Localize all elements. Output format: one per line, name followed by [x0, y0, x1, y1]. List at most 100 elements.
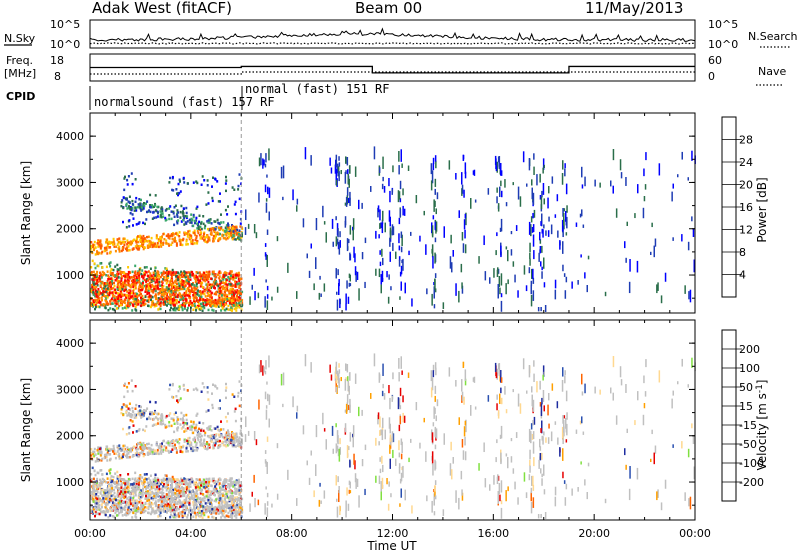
power-point [197, 227, 200, 230]
power-point [238, 233, 240, 236]
velocity-point [195, 442, 198, 445]
power-point [195, 297, 198, 300]
power-point [188, 301, 191, 305]
power-point [156, 278, 158, 282]
velocity-point [219, 434, 222, 437]
velocity-point [122, 507, 125, 511]
velocity-point [171, 506, 174, 510]
power-point [624, 241, 626, 249]
velocity-point [209, 490, 212, 494]
power-point [157, 271, 160, 275]
velocity-point [125, 490, 128, 494]
velocity-point [151, 412, 154, 416]
power-point [124, 284, 127, 287]
velocity-point [224, 505, 227, 509]
power-point [144, 295, 147, 298]
power-point [292, 189, 294, 201]
power-point [137, 270, 140, 273]
power-point [225, 234, 228, 237]
power-point [94, 253, 97, 256]
power-point [143, 266, 146, 269]
power-point [222, 278, 225, 281]
velocity-point [165, 480, 168, 483]
power-point [124, 293, 127, 297]
power-point [207, 292, 210, 295]
power-point [426, 288, 428, 295]
velocity-point [117, 448, 120, 451]
power-point [203, 306, 206, 310]
velocity-point [160, 445, 163, 448]
freq-scale-top: 18 [50, 54, 64, 67]
velocity-point [138, 498, 141, 501]
velocity-point [134, 407, 137, 410]
power-point [151, 301, 154, 304]
power-point [241, 232, 243, 235]
power-point [172, 307, 175, 311]
velocity-point [110, 498, 113, 502]
velocity-point [167, 483, 170, 487]
velocity-point [195, 506, 198, 509]
velocity-point [172, 508, 175, 511]
power-point [148, 294, 151, 297]
power-point [185, 301, 188, 304]
power-point [564, 168, 566, 177]
power-point [119, 270, 122, 273]
power-point [167, 290, 170, 294]
power-point [526, 183, 528, 187]
velocity-point [117, 479, 120, 483]
velocity-point [238, 505, 241, 509]
velocity-point [153, 450, 156, 453]
velocity-point [104, 505, 107, 509]
velocity-point [135, 448, 138, 451]
power-point [159, 275, 162, 279]
velocity-point [168, 388, 171, 391]
power-point [131, 309, 134, 312]
power-point [137, 248, 140, 251]
power-point [207, 271, 210, 274]
power-point [107, 308, 110, 312]
power-point [221, 307, 224, 310]
power-point [201, 290, 204, 293]
velocity-point [200, 438, 203, 441]
power-point [177, 275, 180, 279]
power-point [177, 193, 179, 197]
power-point [129, 241, 132, 244]
power-point [177, 271, 180, 275]
velocity-point [135, 510, 138, 514]
power-point [610, 180, 612, 187]
velocity-point [194, 486, 197, 489]
power-point [206, 240, 209, 243]
velocity-point [214, 439, 217, 442]
power-point [127, 248, 130, 252]
power-point [221, 297, 224, 300]
power-point [152, 271, 155, 274]
power-point [264, 252, 267, 257]
velocity-point [94, 494, 97, 497]
power-point [133, 284, 136, 287]
power-point [203, 279, 206, 282]
velocity-point [137, 510, 140, 513]
power-point [180, 298, 183, 301]
power-point [144, 278, 146, 282]
power-point [229, 283, 232, 286]
power-point [190, 213, 193, 216]
power-point [389, 216, 391, 227]
power-point [96, 279, 99, 282]
power-point [114, 301, 117, 305]
power-point [203, 239, 206, 242]
velocity-point [204, 508, 207, 511]
power-point [165, 268, 168, 272]
power-point [182, 281, 185, 285]
power-point [181, 272, 184, 275]
power-point [103, 249, 106, 253]
velocity-point [203, 433, 206, 437]
power-point [122, 293, 124, 297]
velocity-point [179, 450, 182, 453]
power-point [162, 284, 165, 288]
power-point [180, 305, 183, 309]
power-point [338, 279, 340, 287]
power-point [190, 240, 193, 243]
velocity-point [209, 497, 212, 500]
power-point [178, 235, 181, 238]
power-point [125, 304, 128, 307]
